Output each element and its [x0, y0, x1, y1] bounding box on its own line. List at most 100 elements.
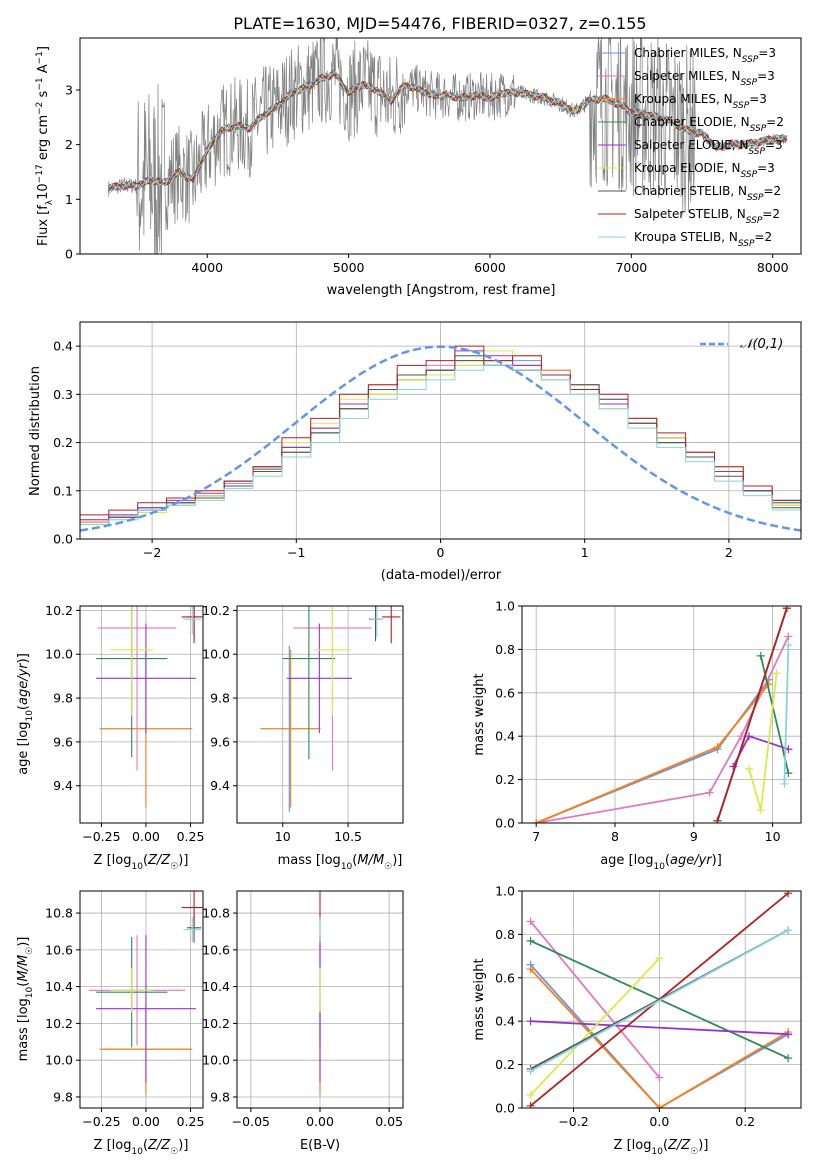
y-tick-label: 0.0: [53, 532, 73, 547]
plot-area: [107, 38, 788, 254]
legend-label: Chabrier MILES, NSSP=3: [634, 46, 776, 65]
y-tick-label: 0.1: [53, 483, 73, 498]
y-tick-label: 0.3: [53, 387, 73, 402]
x-tick-label: 8: [611, 829, 619, 844]
plot-area: [80, 345, 801, 532]
legend-label: Chabrier STELIB, NSSP=2: [634, 184, 781, 203]
y-tick-label: 0.4: [495, 729, 515, 744]
x-tick-label: 10: [275, 829, 291, 844]
spectrum-panel: 4000 5000 6000 7000 8000 0 1 2 3 wavelength [Angs…: [35, 37, 802, 298]
y-tick-label: 0.0: [495, 816, 515, 831]
y-axis-label: mass [log10(M/M☉)]: [16, 937, 35, 1062]
y-tick-label: 10.4: [45, 979, 73, 994]
x-tick-label: 0.0: [649, 1114, 669, 1129]
spectrum-model-line: [108, 73, 788, 191]
histogram-series: [80, 350, 801, 525]
y-axis-label: mass weight: [472, 958, 487, 1040]
x-tick-label: 9: [690, 829, 698, 844]
legend-label: Kroupa ELODIE, NSSP=3: [634, 161, 775, 180]
x-axis-label: Z [log10(Z/Z☉)]: [614, 1138, 709, 1157]
marker-plus: [655, 1104, 664, 1108]
weight-vs-Z-panel: −0.2 0.0 0.2 0.0 0.2 0.4 0.6 0.8 1.0 Z [log10(Z/Z…: [472, 884, 802, 1157]
marker-plus: [782, 606, 791, 613]
y-tick-label: 0.4: [53, 339, 73, 354]
marker-plus: [744, 764, 753, 773]
y-tick-label: 10.2: [45, 1016, 73, 1031]
y-axis-label: Flux [fλ10−17 erg cm−2 s−1 A−1]: [35, 46, 55, 246]
x-tick-label: 0.05: [375, 1114, 403, 1129]
marker-plus: [655, 954, 664, 963]
marker-plus: [655, 1073, 664, 1082]
y-tick-label: 10.0: [202, 1053, 230, 1068]
marker-plus: [780, 779, 789, 788]
x-tick-label: 5000: [333, 260, 365, 275]
spectrum-data-line: [107, 38, 788, 254]
residuals-panel: −2 −1 0 1 2 0.0 0.1 0.2 0.3 0.4 𝒩(0,1) (data-model)…: [28, 321, 802, 583]
marker-plus: [756, 651, 765, 660]
y-tick-label: 0.2: [495, 1057, 515, 1072]
weight-series-line: [530, 929, 789, 1072]
x-tick-label: 7000: [615, 260, 647, 275]
x-tick-label: −0.25: [82, 1114, 120, 1129]
x-tick-label: −0.2: [558, 1114, 588, 1129]
y-tick-label: 10.2: [202, 603, 230, 618]
y-tick-label: 10.8: [45, 906, 73, 921]
x-tick-label: 6000: [474, 260, 506, 275]
marker-plus: [532, 819, 541, 823]
x-axis-label: Z [log10(Z/Z☉)]: [94, 853, 189, 872]
y-tick-label: 9.6: [53, 734, 73, 749]
y-tick-label: 10.4: [202, 979, 230, 994]
x-tick-label: 8000: [757, 260, 789, 275]
marker-plus: [756, 805, 765, 814]
marker-plus: [784, 632, 793, 641]
histogram-series: [80, 360, 801, 525]
weight-series-line: [783, 645, 790, 784]
y-tick-label: 10.0: [45, 1053, 73, 1068]
marker-plus: [744, 732, 753, 741]
y-tick-label: 10.8: [202, 906, 230, 921]
marker-plus: [784, 926, 793, 935]
plot-area: [96, 606, 203, 808]
y-tick-label: 3: [65, 82, 73, 97]
y-tick-label: 9.8: [53, 1089, 73, 1104]
marker-plus: [526, 1017, 535, 1026]
marker-plus: [784, 891, 793, 898]
x-axis-label: age [log10(age/yr)]: [600, 853, 722, 872]
legend-label: Kroupa MILES, NSSP=3: [634, 92, 767, 111]
legend-label: 𝒩(0,1): [740, 337, 783, 352]
x-tick-label: −2: [143, 545, 161, 560]
y-tick-label: 0.0: [495, 1101, 515, 1116]
axes-frame: [521, 605, 802, 824]
x-tick-label: 7: [532, 829, 540, 844]
x-tick-label: 0: [437, 545, 445, 560]
x-tick-label: 2: [725, 545, 733, 560]
y-tick-label: 9.4: [53, 778, 73, 793]
y-tick-label: 9.8: [210, 1089, 230, 1104]
plot-area: [526, 891, 793, 1108]
weight-series-line: [529, 920, 661, 1079]
axes-frame: [236, 890, 404, 1109]
legend-label: Chabrier ELODIE, NSSP=2: [634, 115, 784, 134]
y-axis-label: mass weight: [472, 673, 487, 755]
mass-vs-ebv-panel: −0.05 0.00 0.05 9.8 10.0 10.2 10.4 10.6 10.8 E(B-…: [202, 890, 404, 1153]
y-tick-label: 0.8: [495, 642, 515, 657]
y-tick-label: 10.2: [202, 1016, 230, 1031]
x-axis-label: (data-model)/error: [381, 568, 502, 583]
marker-plus: [713, 743, 722, 752]
y-axis-label: age [log10(age/yr)]: [16, 653, 35, 775]
weight-series-line: [536, 636, 790, 823]
weight-series-line: [529, 968, 789, 1108]
plot-area: [260, 606, 401, 813]
y-tick-label: 0.6: [495, 685, 515, 700]
x-tick-label: 0.00: [132, 1114, 160, 1129]
spectrum-model-line: [108, 70, 788, 191]
y-tick-label: 9.6: [210, 734, 230, 749]
x-axis-label: E(B-V): [300, 1138, 340, 1153]
y-tick-label: 1.0: [495, 884, 515, 899]
x-tick-label: 1: [581, 545, 589, 560]
y-tick-label: 10.0: [202, 647, 230, 662]
weight-series-line: [529, 964, 789, 1108]
marker-plus: [713, 816, 722, 823]
x-tick-label: 0.25: [177, 829, 205, 844]
